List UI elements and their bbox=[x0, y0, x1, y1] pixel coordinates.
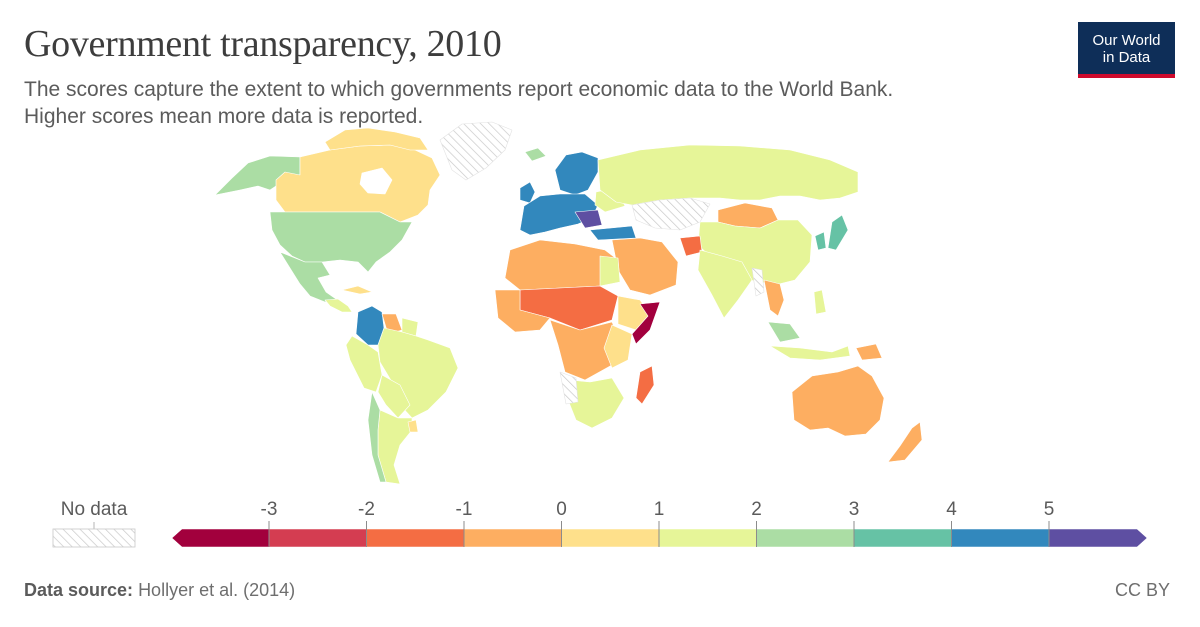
legend-tick-label: 0 bbox=[556, 499, 567, 520]
region-east-africa[interactable] bbox=[603, 324, 633, 369]
region-japan[interactable] bbox=[827, 214, 849, 251]
owid-logo[interactable]: Our World in Data bbox=[1078, 22, 1175, 78]
legend-tick-label: 1 bbox=[654, 499, 665, 520]
region-myanmar[interactable] bbox=[751, 267, 765, 297]
legend-bin-3[interactable] bbox=[463, 528, 562, 548]
legend-no-data-label: No data bbox=[61, 499, 128, 520]
region-ecuador-peru[interactable] bbox=[345, 335, 383, 393]
legend-bin-1[interactable] bbox=[268, 528, 367, 548]
region-madagascar[interactable] bbox=[635, 365, 655, 405]
legend-bin-8[interactable] bbox=[951, 528, 1050, 548]
region-new-zealand[interactable] bbox=[887, 421, 923, 463]
region-papua[interactable] bbox=[855, 343, 883, 361]
legend-bin-9[interactable] bbox=[1048, 528, 1148, 548]
legend-bin-7[interactable] bbox=[853, 528, 952, 548]
region-chile[interactable] bbox=[367, 391, 387, 483]
region-greenland[interactable] bbox=[439, 121, 513, 181]
data-source: Data source: Hollyer et al. (2014) bbox=[24, 580, 295, 601]
legend-bin-2[interactable] bbox=[366, 528, 465, 548]
region-somalia[interactable] bbox=[631, 301, 661, 345]
region-scandinavia[interactable] bbox=[554, 151, 599, 196]
region-russia[interactable] bbox=[597, 144, 859, 206]
chart-title: Government transparency, 2010 bbox=[24, 23, 502, 65]
legend-tick-label: -3 bbox=[261, 499, 278, 520]
region-canada-islands[interactable] bbox=[324, 127, 429, 151]
license-label[interactable]: CC BY bbox=[1114, 580, 1170, 600]
region-uk[interactable] bbox=[519, 181, 536, 204]
legend-bin-5[interactable] bbox=[658, 528, 757, 548]
region-turkey[interactable] bbox=[589, 225, 637, 241]
legend-no-data-swatch[interactable] bbox=[52, 528, 136, 548]
region-afghanistan[interactable] bbox=[679, 235, 703, 257]
logo-line-1: Our World bbox=[1092, 32, 1161, 49]
region-korea[interactable] bbox=[814, 231, 827, 251]
region-mexico[interactable] bbox=[279, 251, 337, 303]
legend-tick-label: 4 bbox=[946, 499, 957, 520]
region-egypt[interactable] bbox=[599, 255, 621, 287]
legend-tick-labels: -3 -2 -1 0 1 2 3 4 5 bbox=[261, 499, 1055, 547]
legend-bin-6[interactable] bbox=[756, 528, 855, 548]
subtitle-line-2: Higher scores mean more data is reported… bbox=[24, 105, 424, 128]
region-malaysia[interactable] bbox=[767, 321, 801, 343]
legend-tick-label: 5 bbox=[1044, 499, 1055, 520]
legend-tick-label: -2 bbox=[358, 499, 375, 520]
region-philippines[interactable] bbox=[813, 289, 827, 315]
region-indochina[interactable] bbox=[763, 279, 785, 317]
region-west-africa[interactable] bbox=[494, 289, 551, 333]
legend-tick-label: -1 bbox=[456, 499, 473, 520]
region-middle-east[interactable] bbox=[611, 237, 679, 296]
data-source-text[interactable]: Hollyer et al. (2014) bbox=[138, 580, 296, 600]
subtitle-line-1: The scores capture the extent to which g… bbox=[24, 78, 894, 101]
region-balkans[interactable] bbox=[574, 209, 603, 229]
legend-tick-label: 3 bbox=[849, 499, 860, 520]
region-angola[interactable] bbox=[559, 371, 579, 405]
region-canada[interactable] bbox=[275, 144, 441, 223]
legend-bin-0[interactable] bbox=[171, 528, 270, 548]
logo-line-2: in Data bbox=[1102, 49, 1151, 66]
region-iceland[interactable] bbox=[524, 147, 547, 162]
region-southern-africa[interactable] bbox=[567, 377, 625, 429]
legend-color-bar bbox=[171, 528, 1148, 548]
region-cuba[interactable] bbox=[341, 285, 373, 295]
legend-tick-label: 2 bbox=[751, 499, 762, 520]
data-source-label: Data source: bbox=[24, 580, 134, 600]
region-usa[interactable] bbox=[269, 211, 413, 273]
chart-subtitle: The scores capture the extent to which g… bbox=[24, 76, 1044, 130]
legend-bin-4[interactable] bbox=[561, 528, 660, 548]
region-indonesia[interactable] bbox=[769, 345, 851, 361]
region-central-america[interactable] bbox=[324, 298, 353, 313]
region-australia[interactable] bbox=[791, 365, 885, 437]
world-map: No data -3 -2 -1 0 1 2 3 4 5 bbox=[52, 121, 1148, 548]
region-india[interactable] bbox=[697, 249, 753, 319]
region-kazakhstan[interactable] bbox=[631, 197, 711, 231]
region-uruguay[interactable] bbox=[407, 419, 419, 433]
region-hudson-bay bbox=[359, 167, 393, 195]
